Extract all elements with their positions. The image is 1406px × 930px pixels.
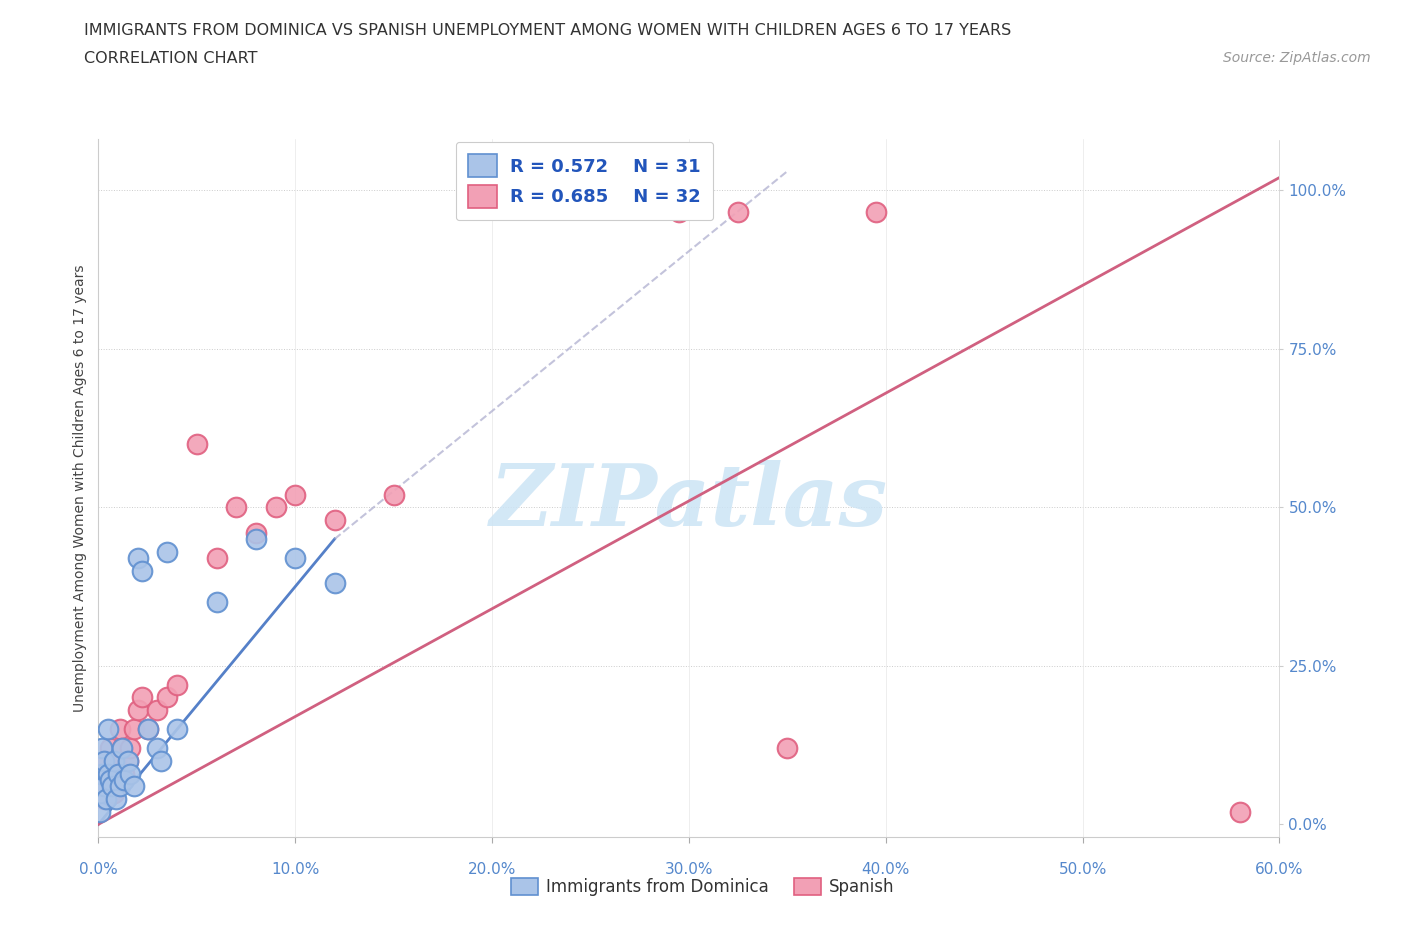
Point — [264, 499, 287, 514]
Point — [93, 753, 115, 768]
Point — [668, 205, 690, 219]
Point — [89, 804, 111, 819]
Point — [117, 753, 139, 768]
Y-axis label: Unemployment Among Women with Children Ages 6 to 17 years: Unemployment Among Women with Children A… — [73, 264, 87, 712]
Point — [107, 766, 129, 781]
Point — [93, 791, 115, 806]
Point — [776, 741, 799, 756]
Legend: Immigrants from Dominica, Spanish: Immigrants from Dominica, Spanish — [505, 871, 901, 903]
Point — [122, 722, 145, 737]
Point — [284, 487, 307, 502]
Text: 50.0%: 50.0% — [1059, 862, 1107, 877]
Point — [156, 544, 179, 559]
Text: 60.0%: 60.0% — [1256, 862, 1303, 877]
Point — [96, 753, 118, 768]
Point — [205, 551, 228, 565]
Point — [865, 205, 887, 219]
Text: CORRELATION CHART: CORRELATION CHART — [84, 51, 257, 66]
Point — [89, 785, 111, 800]
Point — [93, 778, 115, 793]
Point — [105, 753, 128, 768]
Point — [127, 551, 149, 565]
Point — [107, 766, 129, 781]
Point — [127, 703, 149, 718]
Point — [96, 791, 118, 806]
Point — [97, 778, 120, 793]
Text: 0.0%: 0.0% — [79, 862, 118, 877]
Point — [97, 722, 120, 737]
Point — [118, 741, 141, 756]
Point — [186, 436, 208, 451]
Point — [103, 753, 125, 768]
Point — [166, 722, 188, 737]
Point — [1229, 804, 1251, 819]
Point — [118, 766, 141, 781]
Point — [91, 741, 114, 756]
Text: IMMIGRANTS FROM DOMINICA VS SPANISH UNEMPLOYMENT AMONG WOMEN WITH CHILDREN AGES : IMMIGRANTS FROM DOMINICA VS SPANISH UNEM… — [84, 23, 1011, 38]
Point — [97, 766, 120, 781]
Point — [136, 722, 159, 737]
Text: 30.0%: 30.0% — [665, 862, 713, 877]
Point — [146, 703, 169, 718]
Point — [108, 722, 131, 737]
Point — [727, 205, 749, 219]
Point — [117, 753, 139, 768]
Point — [91, 766, 114, 781]
Point — [245, 525, 267, 540]
Point — [131, 690, 153, 705]
Point — [111, 741, 134, 756]
Point — [323, 576, 346, 591]
Point — [156, 690, 179, 705]
Point — [136, 722, 159, 737]
Point — [245, 532, 267, 547]
Point — [101, 778, 124, 793]
Point — [105, 791, 128, 806]
Point — [205, 595, 228, 610]
Text: ZIPatlas: ZIPatlas — [489, 460, 889, 544]
Point — [108, 778, 131, 793]
Text: 40.0%: 40.0% — [862, 862, 910, 877]
Point — [89, 785, 111, 800]
Point — [284, 551, 307, 565]
Legend: R = 0.572    N = 31, R = 0.685    N = 32: R = 0.572 N = 31, R = 0.685 N = 32 — [456, 141, 713, 220]
Point — [323, 512, 346, 527]
Text: 10.0%: 10.0% — [271, 862, 319, 877]
Text: Source: ZipAtlas.com: Source: ZipAtlas.com — [1223, 51, 1371, 65]
Point — [101, 766, 124, 781]
Point — [122, 778, 145, 793]
Point — [91, 766, 114, 781]
Point — [103, 785, 125, 800]
Point — [98, 773, 121, 788]
Point — [111, 741, 134, 756]
Text: 20.0%: 20.0% — [468, 862, 516, 877]
Point — [112, 773, 135, 788]
Point — [382, 487, 405, 502]
Point — [112, 766, 135, 781]
Point — [98, 741, 121, 756]
Point — [166, 677, 188, 692]
Point — [146, 741, 169, 756]
Point — [131, 564, 153, 578]
Point — [225, 499, 247, 514]
Point — [150, 753, 173, 768]
